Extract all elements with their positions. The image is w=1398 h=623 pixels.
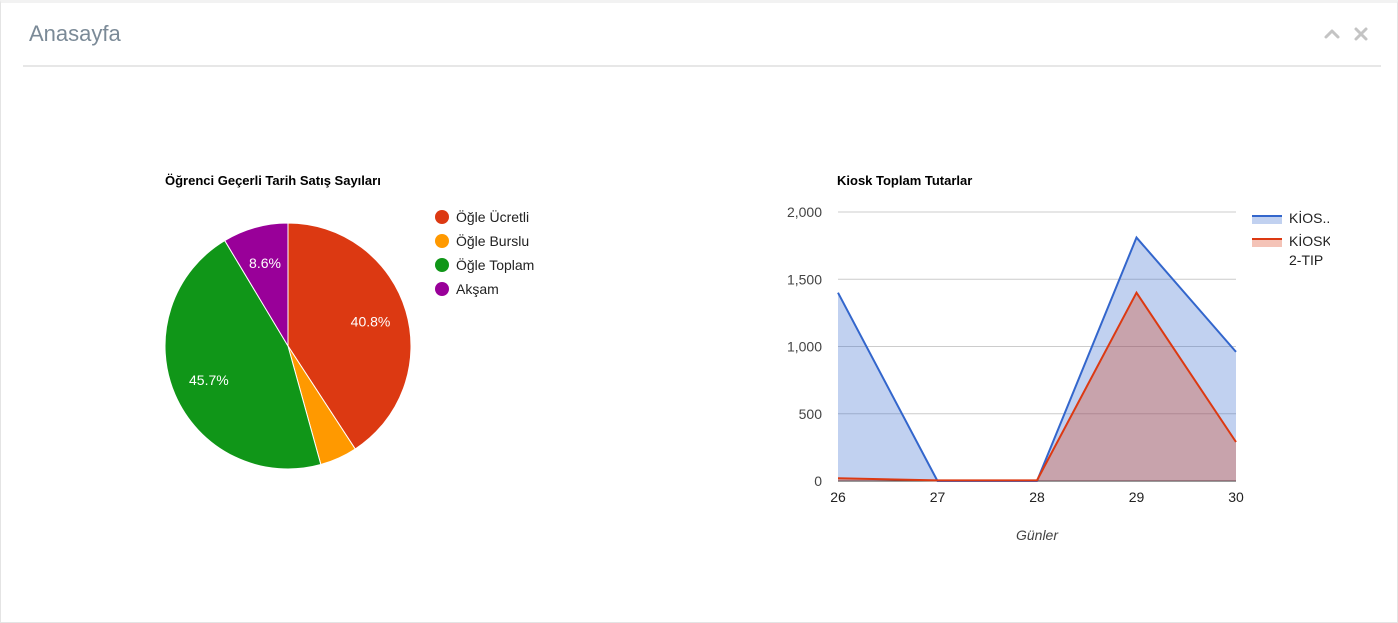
pie-chart-title: Öğrenci Geçerli Tarih Satış Sayıları: [165, 173, 381, 188]
pie-legend-item[interactable]: Öğle Burslu: [435, 233, 529, 249]
area-chart-title: Kiosk Toplam Tutarlar: [837, 173, 973, 188]
legend-marker: [435, 210, 449, 225]
x-tick-label: 29: [1129, 489, 1145, 505]
pie-legend-label: Akşam: [456, 281, 499, 297]
pie-chart: 40.8% 45.7% 8.6%: [164, 222, 412, 470]
x-tick-label: 30: [1228, 489, 1244, 505]
chevron-up-icon[interactable]: [1323, 25, 1341, 43]
pie-slice-label: 8.6%: [249, 255, 281, 271]
pie-slice[interactable]: [224, 222, 289, 348]
y-tick-label: 500: [799, 406, 823, 422]
pie-legend-item[interactable]: Öğle Toplam: [435, 257, 534, 273]
area-legend-label[interactable]: KİOSK: [1289, 232, 1330, 249]
legend-swatch: [1252, 239, 1282, 247]
area-legend-label[interactable]: KİOS...: [1289, 209, 1330, 226]
y-tick-label: 1,000: [787, 339, 822, 355]
x-tick-label: 28: [1029, 489, 1045, 505]
close-icon[interactable]: [1352, 25, 1370, 43]
pie-legend-label: Öğle Ücretli: [456, 209, 530, 225]
pie-slice-label: 40.8%: [351, 313, 391, 329]
pie-legend-item[interactable]: Akşam: [435, 281, 499, 297]
legend-swatch: [1252, 216, 1282, 224]
x-tick-label: 26: [830, 489, 846, 505]
series-line[interactable]: [837, 290, 1237, 482]
area-legend-label[interactable]: 2-TIP: [1289, 252, 1323, 268]
area-chart: 0 500 1,000 1,500 2,000 26 27 28 29 30 Günler KİOS.…: [787, 204, 1330, 543]
series-area: [838, 292, 1236, 481]
legend-marker: [435, 258, 449, 273]
x-axis-title: Günler: [1016, 527, 1059, 543]
pie-slice-label: 45.7%: [189, 372, 229, 388]
pie-slice[interactable]: [164, 239, 322, 470]
pie-legend-label: Öğle Burslu: [456, 233, 530, 249]
pie-legend-label: Öğle Toplam: [456, 257, 535, 273]
y-tick-label: 2,000: [787, 204, 822, 220]
y-tick-label: 0: [814, 473, 822, 489]
x-tick-label: 27: [930, 489, 946, 505]
legend-marker: [435, 234, 449, 249]
page-title: Anasayfa: [29, 21, 121, 46]
panel-header: Anasayfa: [23, 3, 1381, 67]
pie-legend-item[interactable]: Öğle Ücretli: [435, 209, 529, 225]
legend-marker: [435, 282, 449, 297]
series-area: [838, 237, 1236, 481]
y-tick-label: 1,500: [787, 271, 822, 287]
